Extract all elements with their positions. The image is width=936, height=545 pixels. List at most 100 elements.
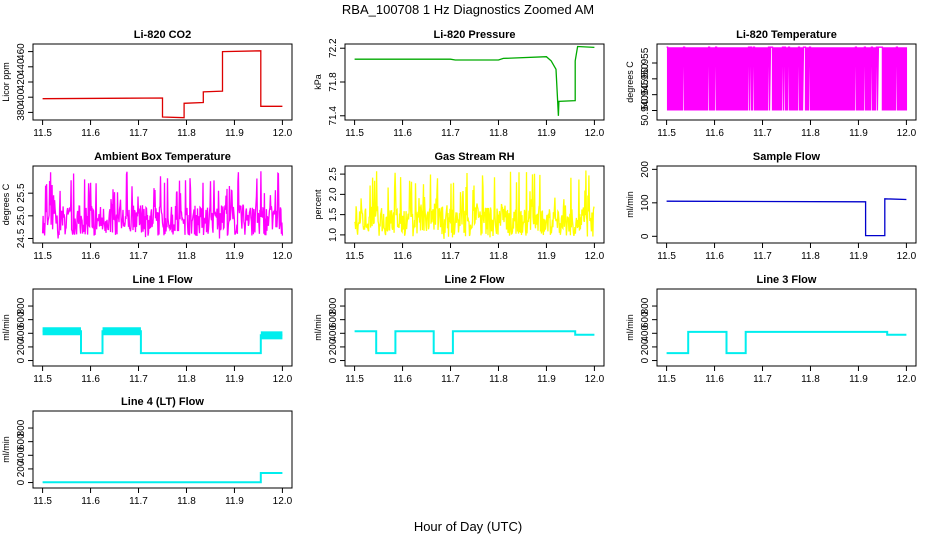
y-tick-label: 380 [16, 104, 27, 121]
x-tick-label: 11.6 [81, 128, 100, 139]
y-tick-label: 460 [16, 43, 27, 60]
plot-frame [32, 410, 293, 489]
series-line [354, 170, 595, 239]
y-tick-label: 600 [16, 433, 27, 450]
y-tick-label: 600 [16, 311, 27, 328]
x-tick-label: 11.7 [441, 128, 460, 139]
y-tick-label: 800 [328, 297, 339, 314]
y-tick-label: 400 [16, 88, 27, 105]
x-tick-label: 12.0 [585, 251, 605, 262]
y-axis-label: ml/min [1, 436, 11, 463]
series-noise-band [102, 327, 141, 336]
y-tick-label: 71.4 [328, 106, 339, 126]
y-tick-label: 50.945 [640, 79, 651, 110]
chart-panel: Li-820 CO2 Licor ppm 11.5 11.6 11.7 11.8 11.9 1… [1, 29, 293, 139]
y-tick-label: 25.0 [16, 206, 27, 226]
y-axis-label: degrees C [625, 61, 635, 103]
y-tick-label: 24.5 [16, 228, 27, 248]
y-axis-label: ml/min [625, 314, 635, 341]
series-line [42, 50, 283, 119]
series-line [42, 472, 283, 484]
series-line [666, 198, 907, 237]
x-tick-label: 11.5 [345, 251, 364, 262]
y-tick-label: 600 [328, 311, 339, 328]
chart-title: Line 1 Flow [133, 274, 193, 286]
x-tick-label: 11.6 [705, 251, 724, 262]
x-tick-label: 11.6 [393, 251, 412, 262]
y-tick-label: 400 [640, 325, 651, 342]
x-tick-label: 11.6 [393, 374, 412, 385]
y-axis-label: ml/min [1, 314, 11, 341]
plot-frame [344, 288, 605, 367]
y-tick-label: 2.5 [328, 167, 339, 181]
x-tick-label: 11.7 [753, 251, 772, 262]
chart-title: Line 3 Flow [757, 274, 817, 286]
x-tick-label: 11.5 [33, 374, 52, 385]
y-tick-label: 440 [16, 58, 27, 75]
x-tick-label: 12.0 [273, 251, 293, 262]
x-tick-label: 11.9 [849, 251, 868, 262]
y-tick-label: 50.940 [640, 95, 651, 126]
y-tick-label: 2.0 [328, 187, 339, 201]
x-tick-label: 11.7 [753, 128, 772, 139]
x-tick-label: 11.8 [801, 128, 820, 139]
x-tick-label: 11.9 [537, 251, 556, 262]
x-tick-label: 11.8 [177, 374, 196, 385]
y-axis-label: percent [313, 189, 323, 220]
x-tick-label: 11.9 [225, 128, 244, 139]
y-tick-label: 71.8 [328, 72, 339, 92]
series-line [354, 330, 595, 355]
chart-panel: Li-820 Pressure kPa 11.5 11.6 11.7 11.8 11.9 12… [313, 29, 605, 139]
series-line [666, 330, 907, 355]
x-tick-label: 11.5 [33, 251, 52, 262]
x-tick-label: 11.8 [489, 374, 508, 385]
x-tick-label: 12.0 [897, 374, 917, 385]
x-tick-label: 12.0 [585, 374, 605, 385]
plot-frame [656, 165, 917, 244]
y-tick-label: 420 [16, 73, 27, 90]
y-tick-label: 50.950 [640, 63, 651, 94]
x-tick-label: 12.0 [273, 374, 293, 385]
chart-title: Line 4 (LT) Flow [121, 396, 204, 408]
y-tick-label: 25.5 [16, 183, 27, 203]
x-tick-label: 11.9 [225, 374, 244, 385]
y-axis-label: Licor ppm [1, 62, 11, 102]
chart-title: Line 2 Flow [445, 274, 505, 286]
chart-title: Gas Stream RH [434, 151, 514, 163]
x-tick-label: 11.8 [801, 251, 820, 262]
x-tick-label: 11.9 [225, 251, 244, 262]
x-tick-label: 11.9 [849, 128, 868, 139]
y-tick-label: 800 [16, 419, 27, 436]
x-tick-label: 11.7 [129, 251, 148, 262]
y-tick-label: 200 [640, 161, 651, 178]
x-tick-label: 11.9 [537, 128, 556, 139]
y-tick-label: 0 [640, 357, 651, 363]
x-tick-label: 11.5 [657, 128, 676, 139]
figure-title: RBA_100708 1 Hz Diagnostics Zoomed AM [342, 2, 594, 17]
chart-title: Li-820 Pressure [434, 29, 516, 41]
x-tick-label: 11.7 [129, 496, 148, 507]
x-tick-label: 11.5 [33, 496, 52, 507]
chart-panel: Line 3 Flow ml/min 11.5 11.6 11.7 11.8 11.9 12.… [625, 274, 917, 385]
x-tick-label: 11.5 [657, 374, 676, 385]
chart-panel: Sample Flow ml/min 11.5 11.6 11.7 11.8 11.9 12.… [625, 151, 917, 262]
x-tick-label: 11.6 [81, 374, 100, 385]
series-line [666, 46, 908, 111]
x-tick-label: 12.0 [273, 128, 293, 139]
y-tick-label: 400 [16, 447, 27, 464]
x-tick-label: 11.9 [849, 374, 868, 385]
plot-frame [32, 288, 293, 367]
chart-panel: Line 2 Flow ml/min 11.5 11.6 11.7 11.8 11.9 12.… [313, 274, 605, 385]
chart-title: Li-820 CO2 [134, 29, 191, 41]
x-tick-label: 11.8 [489, 128, 508, 139]
y-axis-label: ml/min [313, 314, 323, 341]
x-tick-label: 11.6 [81, 496, 100, 507]
y-tick-label: 0 [16, 479, 27, 485]
y-tick-label: 200 [16, 460, 27, 477]
x-tick-label: 11.8 [177, 251, 196, 262]
y-tick-label: 200 [640, 338, 651, 355]
y-tick-label: 1.5 [328, 207, 339, 221]
series-noise-band [260, 331, 283, 340]
